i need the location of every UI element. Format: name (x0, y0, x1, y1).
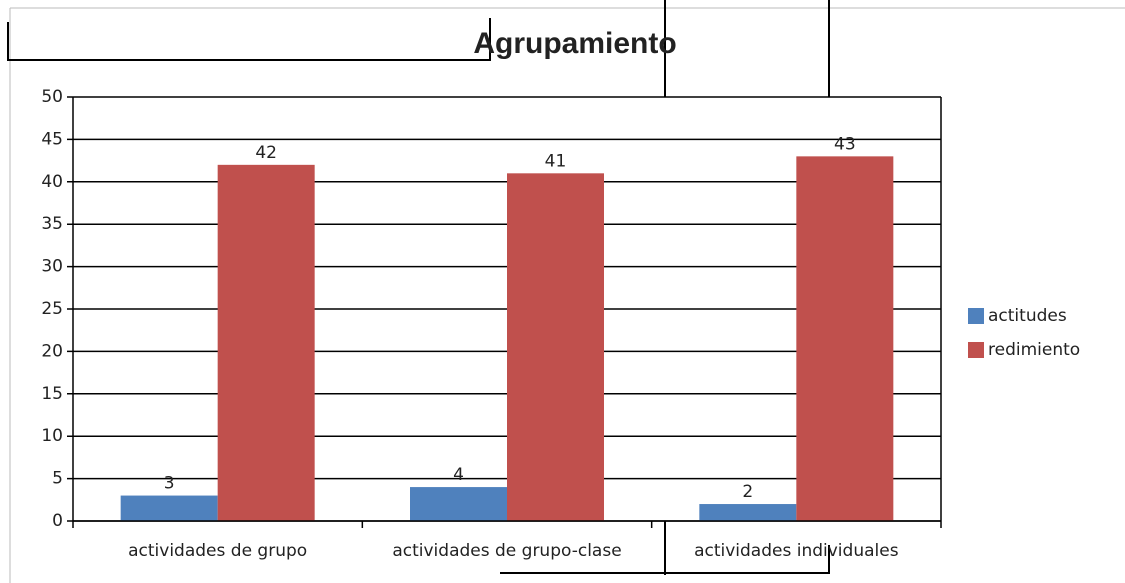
y-tick-label: 15 (41, 384, 63, 404)
legend-label: redimiento (988, 340, 1080, 360)
y-tick-label: 10 (41, 426, 63, 446)
y-tick-label: 40 (41, 172, 63, 192)
data-label: 2 (742, 482, 753, 502)
overlay-line (7, 18, 491, 61)
y-tick-label: 35 (41, 214, 63, 234)
data-label: 42 (255, 143, 277, 163)
bar (217, 164, 315, 521)
y-tick-label: 25 (41, 299, 63, 319)
data-label: 41 (545, 151, 567, 171)
chart-title: Agrupamiento (473, 27, 676, 60)
bar (120, 495, 218, 521)
legend-swatch (968, 308, 984, 324)
x-tick-label: actividades de grupo (128, 541, 307, 561)
bar (796, 156, 894, 522)
legend-label: actitudes (988, 306, 1067, 326)
data-label: 3 (164, 474, 175, 494)
y-tick-label: 30 (41, 257, 63, 277)
overlay-line (500, 545, 830, 574)
data-label: 43 (834, 134, 856, 154)
data-label: 4 (453, 465, 464, 485)
x-tick-label: actividades individuales (694, 541, 899, 561)
y-tick-label: 5 (52, 469, 63, 489)
bar (699, 504, 797, 521)
bar (410, 487, 507, 521)
y-tick-label: 50 (41, 87, 63, 107)
x-tick-label: actividades de grupo-clase (392, 541, 621, 561)
legend-swatch (968, 342, 984, 358)
bar (507, 173, 604, 521)
y-tick-label: 20 (41, 341, 63, 361)
y-tick-label: 45 (41, 129, 63, 149)
y-tick-label: 0 (52, 511, 63, 531)
